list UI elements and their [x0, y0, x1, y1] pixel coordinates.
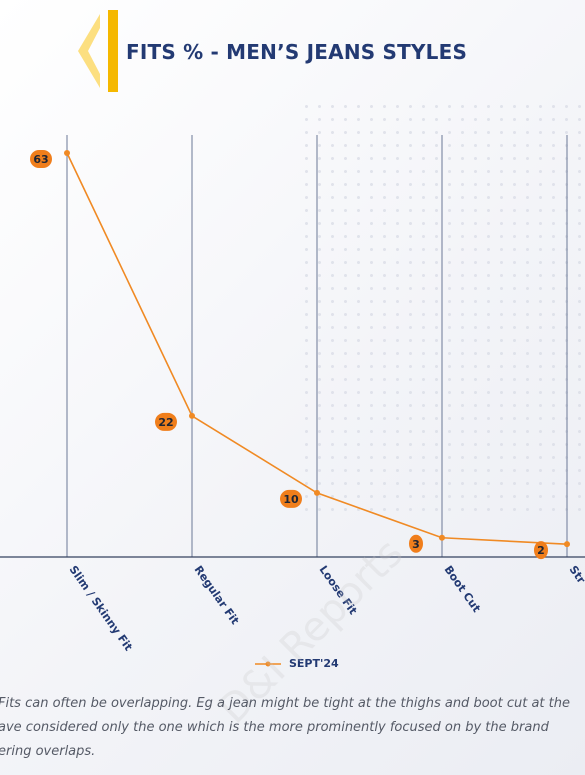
header: FITS % - MEN’S JEANS STYLES: [0, 0, 585, 105]
legend-marker-icon: [255, 661, 281, 666]
x-tick-label: Boot Cut: [442, 563, 483, 614]
data-label: 63: [30, 150, 52, 168]
svg-text:10: 10: [283, 493, 299, 506]
grid-lines: [66, 135, 568, 557]
chevron-logo-icon: [78, 10, 118, 92]
data-label: 3: [409, 534, 423, 553]
data-point: [439, 534, 445, 541]
data-points: [64, 150, 570, 548]
x-tick-label: Str: [567, 563, 585, 586]
line-chart: Slim / Skinny Fit Regular Fit Loose Fit Boo…: [0, 135, 585, 653]
svg-text:3: 3: [412, 538, 420, 551]
data-point: [189, 412, 195, 419]
data-labels: 63 22 10 3 2: [30, 150, 548, 560]
x-tick-label: Slim / Skinny Fit: [67, 563, 135, 653]
x-tick-label: Regular Fit: [192, 563, 242, 627]
svg-text:2: 2: [537, 544, 545, 557]
legend: SEPT'24: [255, 657, 339, 670]
footnote-line-2: ave considered only the one which is the…: [0, 720, 549, 735]
data-label: 10: [280, 489, 302, 508]
footnote-line-3: ering overlaps.: [0, 744, 96, 759]
data-point: [64, 150, 70, 156]
page-title: FITS % - MEN’S JEANS STYLES: [126, 40, 468, 64]
svg-text:22: 22: [158, 416, 173, 429]
legend-label-sept24: SEPT'24: [289, 657, 339, 670]
footnote: Fits can often be overlapping. Eg a jean…: [0, 692, 585, 764]
data-point: [564, 541, 570, 548]
svg-text:63: 63: [33, 153, 48, 166]
data-label: 2: [534, 541, 548, 560]
footnote-line-1: Fits can often be overlapping. Eg a jean…: [0, 696, 570, 711]
data-label: 22: [155, 412, 177, 431]
data-point: [314, 489, 320, 496]
